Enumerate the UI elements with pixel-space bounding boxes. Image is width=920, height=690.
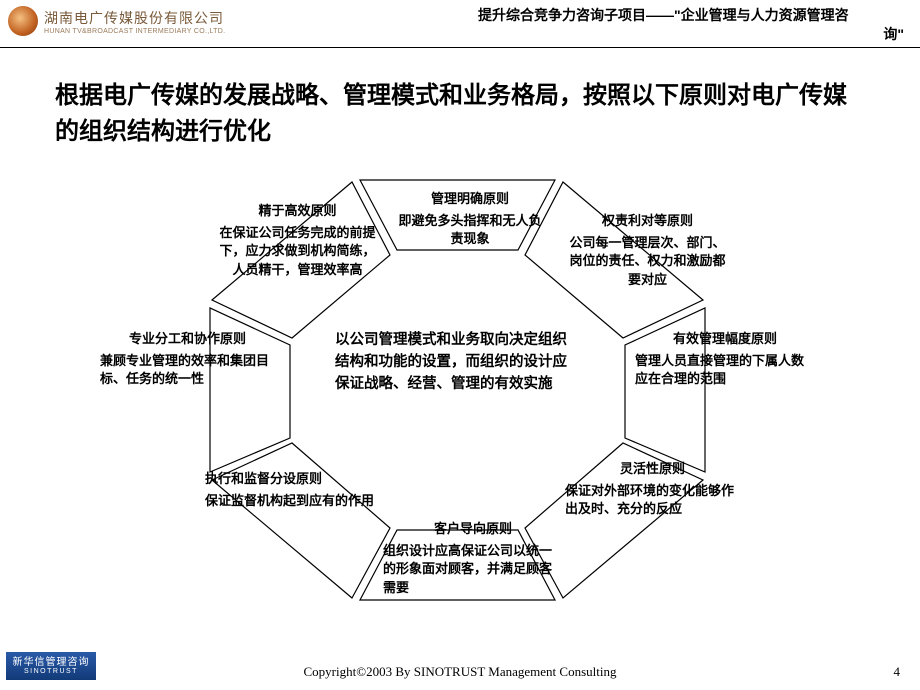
principle-body: 保证对外部环境的变化能够作出及时、充分的反应 (565, 482, 740, 518)
slide-header: 湖南电广传媒股份有限公司 HUNAN TV&BROADCAST INTERMED… (0, 0, 920, 48)
project-title-line1: 提升综合竞争力咨询子项目——"企业管理与人力资源管理咨 (478, 6, 908, 25)
slide-title: 根据电广传媒的发展战略、管理模式和业务格局，按照以下原则对电广传媒的组织结构进行… (55, 78, 865, 150)
principle-body: 公司每一管理层次、部门、岗位的责任、权力和激励都要对应 (565, 234, 730, 289)
principle-body: 组织设计应高保证公司以统一的形象面对顾客，并满足顾客需要 (383, 542, 563, 597)
center-principle: 以公司管理模式和业务取向决定组织结构和功能的设置，而组织的设计应保证战略、经营、… (335, 330, 580, 395)
principle-top: 管理明确原则 即避免多头指挥和无人负责现象 (395, 190, 545, 249)
principle-title: 专业分工和协作原则 (100, 330, 275, 348)
company-logo-block: 湖南电广传媒股份有限公司 HUNAN TV&BROADCAST INTERMED… (8, 6, 225, 36)
principle-title: 有效管理幅度原则 (635, 330, 815, 348)
logo-text: 湖南电广传媒股份有限公司 HUNAN TV&BROADCAST INTERMED… (44, 8, 225, 35)
principle-bottom: 客户导向原则 组织设计应高保证公司以统一的形象面对顾客，并满足顾客需要 (383, 520, 563, 597)
principle-body: 在保证公司任务完成的前提下，应力求做到机构简练，人员精干，管理效率高 (215, 224, 380, 279)
principle-left: 专业分工和协作原则 兼顾专业管理的效率和集团目标、任务的统一性 (100, 330, 275, 389)
page-number: 4 (894, 664, 901, 680)
principle-top-right: 权责利对等原则 公司每一管理层次、部门、岗位的责任、权力和激励都要对应 (565, 212, 730, 289)
principle-body: 即避免多头指挥和无人负责现象 (395, 212, 545, 248)
principle-bottom-right: 灵活性原则 保证对外部环境的变化能够作出及时、充分的反应 (565, 460, 740, 519)
logo-en: HUNAN TV&BROADCAST INTERMEDIARY CO.,LTD. (44, 28, 225, 35)
principle-bottom-left: 执行和监督分设原则 保证监督机构起到应有的作用 (205, 470, 380, 510)
principle-title: 执行和监督分设原则 (205, 470, 380, 488)
principle-title: 客户导向原则 (383, 520, 563, 538)
logo-icon (8, 6, 38, 36)
principle-title: 精于高效原则 (215, 202, 380, 220)
octagon-diagram: 以公司管理模式和业务取向决定组织结构和功能的设置，而组织的设计应保证战略、经营、… (55, 170, 865, 620)
principle-title: 管理明确原则 (395, 190, 545, 208)
principle-body: 保证监督机构起到应有的作用 (205, 492, 380, 510)
principle-top-left: 精于高效原则 在保证公司任务完成的前提下，应力求做到机构简练，人员精干，管理效率… (215, 202, 380, 279)
copyright: Copyright©2003 By SINOTRUST Management C… (0, 664, 920, 680)
project-title-line2: 询" (478, 25, 908, 44)
logo-cn: 湖南电广传媒股份有限公司 (44, 8, 225, 28)
principle-title: 灵活性原则 (565, 460, 740, 478)
project-title: 提升综合竞争力咨询子项目——"企业管理与人力资源管理咨 询" (478, 6, 908, 44)
principle-title: 权责利对等原则 (565, 212, 730, 230)
principle-body: 兼顾专业管理的效率和集团目标、任务的统一性 (100, 352, 275, 388)
principle-body: 管理人员直接管理的下属人数应在合理的范围 (635, 352, 815, 388)
principle-right: 有效管理幅度原则 管理人员直接管理的下属人数应在合理的范围 (635, 330, 815, 389)
